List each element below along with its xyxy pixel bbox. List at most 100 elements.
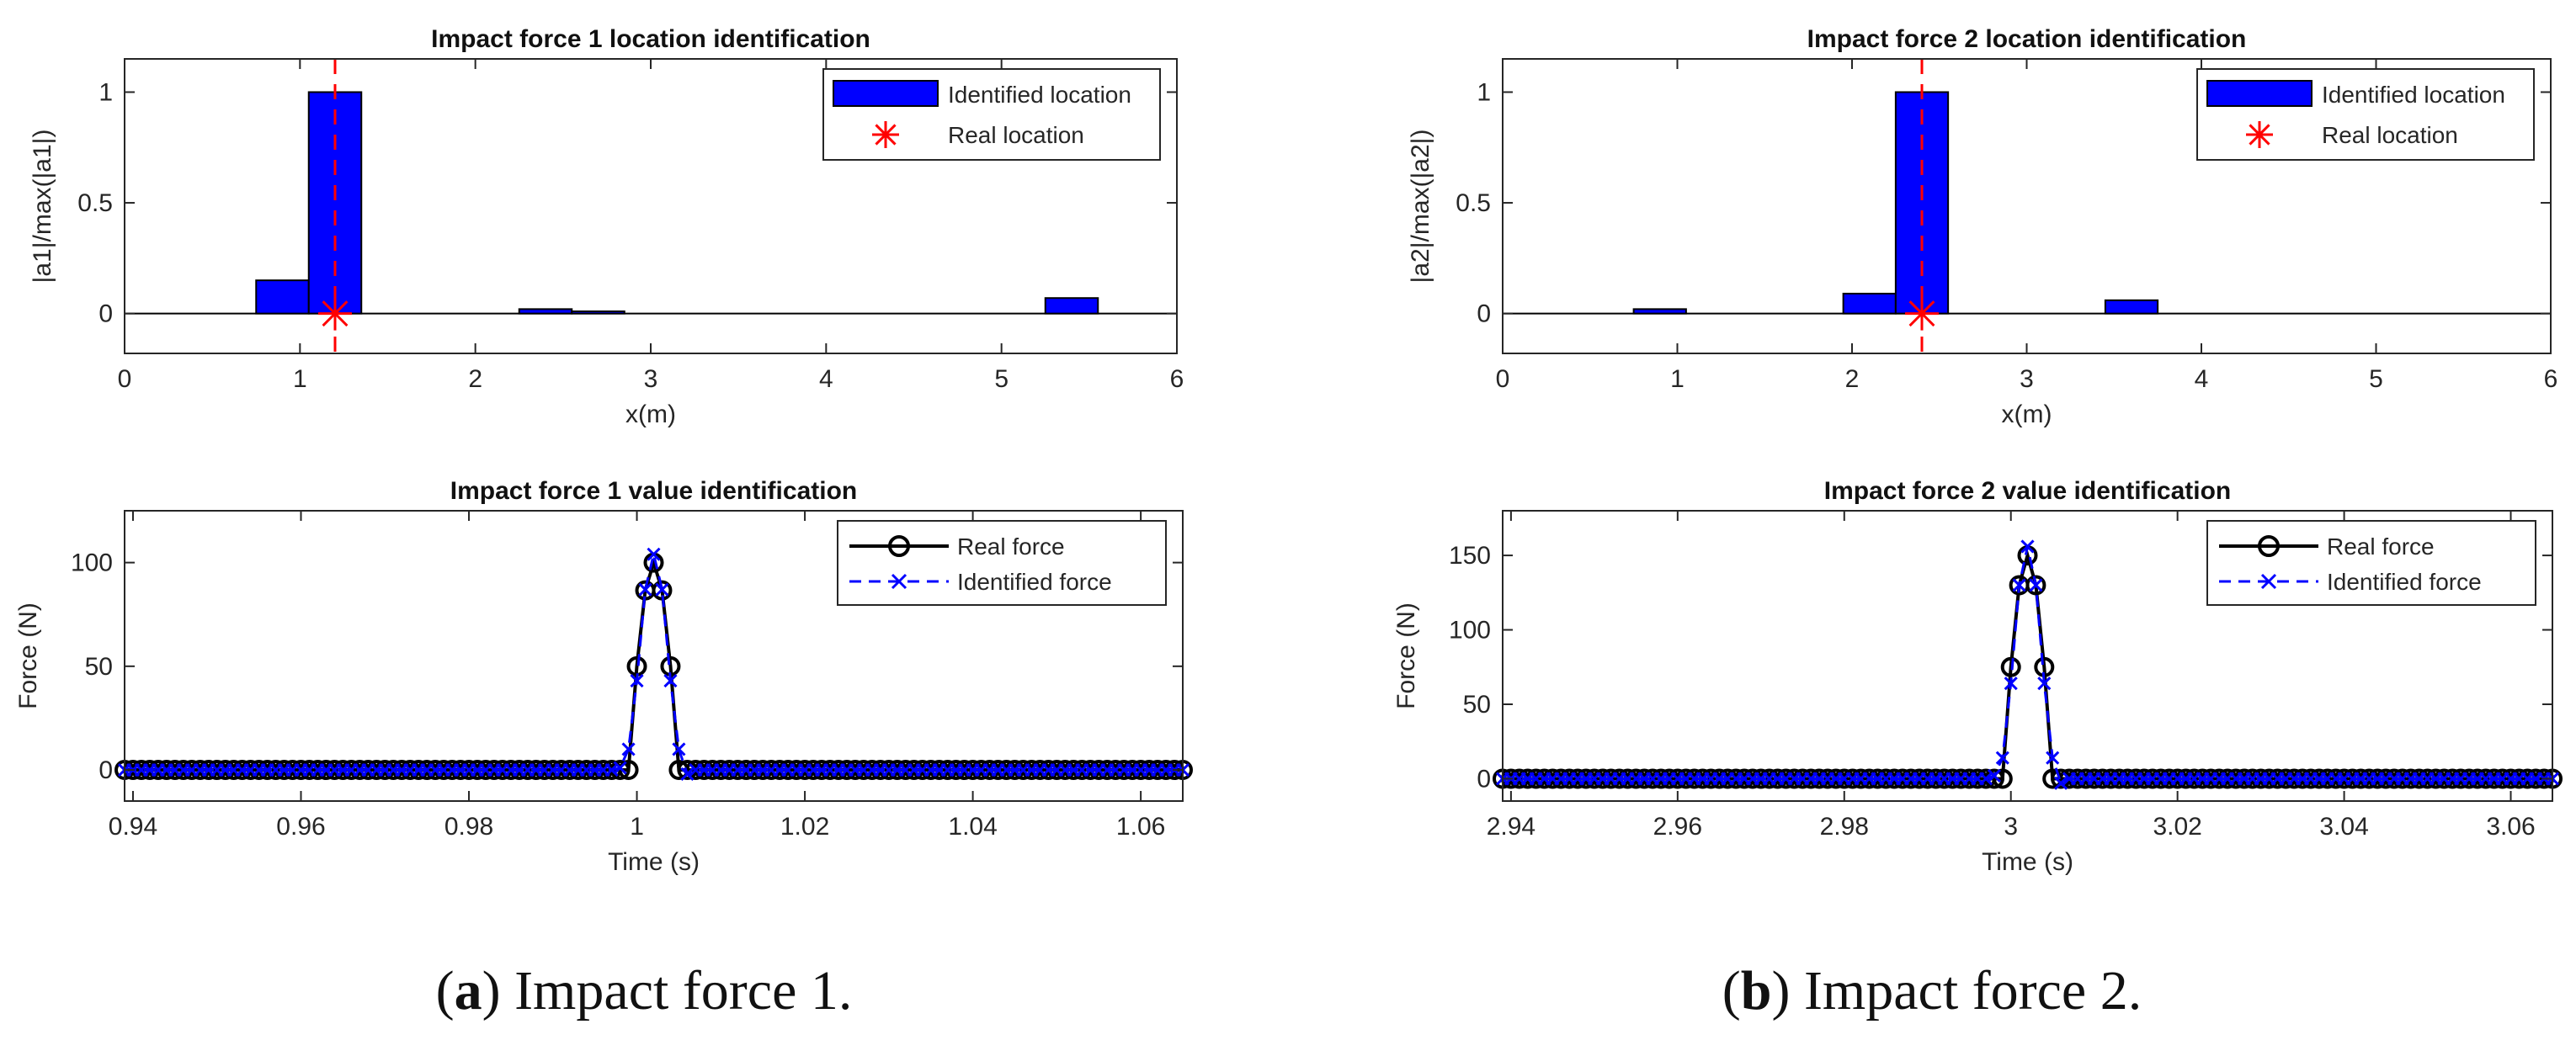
chart-title: Impact force 2 value identification xyxy=(1824,477,2231,505)
y-axis-label: Force (N) xyxy=(1392,602,1420,709)
data-point xyxy=(2054,776,2068,790)
x-tick-label: 2.94 xyxy=(1487,813,1535,841)
data-point xyxy=(2025,575,2046,596)
legend-box xyxy=(837,520,1167,606)
bar xyxy=(518,308,573,315)
legend: Identified location Real location xyxy=(822,68,1161,161)
bar xyxy=(307,91,363,315)
bar xyxy=(571,310,625,315)
caption-b: (b) Impact force 2. xyxy=(1722,960,2142,1022)
y-tick-label: 0.5 xyxy=(1456,189,1491,217)
legend-bar-swatch xyxy=(833,80,939,107)
y-tick-label: 150 xyxy=(1449,542,1491,570)
y-tick-label: 1 xyxy=(98,78,113,106)
legend-label: Identified location xyxy=(2322,82,2505,108)
caption-a: (a) Impact force 1. xyxy=(435,960,853,1022)
x-axis-label: Time (s) xyxy=(608,848,700,876)
x-tick-label: 1 xyxy=(630,813,644,841)
chart-title: Impact force 1 value identification xyxy=(450,477,857,505)
legend-star-swatch xyxy=(872,121,899,148)
y-tick-label: 0 xyxy=(98,756,113,784)
y-tick-label: 50 xyxy=(85,653,113,681)
legend-box xyxy=(2206,520,2536,606)
y-axis-label: |a1|/max(|a1|) xyxy=(29,130,56,284)
data-point xyxy=(621,742,636,756)
x-tick-label: 3 xyxy=(2004,813,2018,841)
data-point xyxy=(2004,677,2018,691)
x-tick-label: 5 xyxy=(2369,365,2383,393)
chart-val1: 0.94 0.96 0.98 1 1.02 1.04 1.06 0 50 100 Impact fo… xyxy=(14,477,1193,876)
data-point xyxy=(647,547,661,561)
legend: Identified location Real location xyxy=(2196,68,2535,161)
x-axis-label: x(m) xyxy=(2002,401,2052,428)
legend: Real force Identified force xyxy=(2206,520,2536,606)
data-point xyxy=(2020,539,2035,554)
bar xyxy=(1842,292,1897,315)
x-tick-label: 2 xyxy=(1845,365,1860,393)
data-point xyxy=(1978,772,1993,786)
data-point xyxy=(618,760,639,781)
x-tick-label: 4 xyxy=(2195,365,2209,393)
data-point xyxy=(613,761,627,775)
series xyxy=(1495,539,2560,790)
bar xyxy=(255,279,310,315)
x-tick-label: 5 xyxy=(994,365,1009,393)
data-point xyxy=(1995,751,2009,765)
x-tick-label: 3 xyxy=(644,365,658,393)
data-point xyxy=(663,674,678,688)
x-tick-label: 0.96 xyxy=(276,813,325,841)
data-point xyxy=(680,767,695,782)
y-tick-label: 50 xyxy=(1463,691,1491,719)
y-axis-label: Force (N) xyxy=(14,602,42,709)
y-tick-label: 0.5 xyxy=(77,189,113,217)
chart-loc2: 0 1 2 3 4 5 6 0 0.5 1 Impact force 2 location iden… xyxy=(1407,25,2557,428)
data-point xyxy=(638,582,652,597)
legend: Real force Identified force xyxy=(837,520,1167,606)
legend-label: Real force xyxy=(2327,533,2435,560)
data-point xyxy=(1992,768,2013,789)
bar xyxy=(1894,91,1950,315)
legend-star-swatch xyxy=(2246,121,2273,148)
axes-box xyxy=(124,510,1184,802)
x-tick-label: 1.06 xyxy=(1116,813,1165,841)
bar xyxy=(1044,297,1099,315)
x-tick-label: 3 xyxy=(2020,365,2034,393)
data-point xyxy=(2046,751,2060,765)
x-axis-label: x(m) xyxy=(625,401,676,428)
data-point xyxy=(672,742,686,756)
bar xyxy=(1632,308,1687,315)
x-tick-label: 0 xyxy=(1496,365,1510,393)
data-point xyxy=(2029,578,2043,592)
x-tick-label: 1.04 xyxy=(948,813,997,841)
data-point xyxy=(2037,677,2052,691)
x-tick-label: 0.94 xyxy=(109,813,157,841)
y-tick-label: 0 xyxy=(1477,765,1491,793)
data-point xyxy=(2000,656,2021,677)
legend-label: Real force xyxy=(957,533,1065,560)
axes-box xyxy=(1502,510,2553,802)
x-tick-label: 3.04 xyxy=(2319,813,2368,841)
x-tick-label: 1 xyxy=(293,365,307,393)
chart-val2: 2.94 2.96 2.98 3 3.02 3.04 3.06 0 50 100 150 Impact… xyxy=(1392,477,2563,876)
y-tick-label: 100 xyxy=(71,549,113,577)
x-tick-label: 6 xyxy=(2544,365,2558,393)
data-point xyxy=(1987,768,2001,783)
real-location-marker xyxy=(1905,296,1939,331)
x-tick-label: 4 xyxy=(819,365,833,393)
legend-marker-swatch xyxy=(891,573,907,590)
y-axis-label: |a2|/max(|a2|) xyxy=(1407,130,1434,284)
legend-label: Real location xyxy=(948,122,1084,148)
legend-marker-swatch xyxy=(2260,573,2277,590)
legend-label: Identified location xyxy=(948,82,1131,108)
data-point xyxy=(630,674,644,688)
y-tick-label: 100 xyxy=(1449,617,1491,645)
x-tick-label: 3.02 xyxy=(2153,813,2201,841)
chart-title: Impact force 1 location identification xyxy=(431,25,870,53)
data-point xyxy=(655,582,669,597)
data-point xyxy=(2012,578,2026,592)
x-axis-label: Time (s) xyxy=(1982,848,2073,876)
bar xyxy=(2104,299,2159,315)
x-tick-label: 1 xyxy=(1670,365,1685,393)
x-tick-label: 1.02 xyxy=(780,813,829,841)
